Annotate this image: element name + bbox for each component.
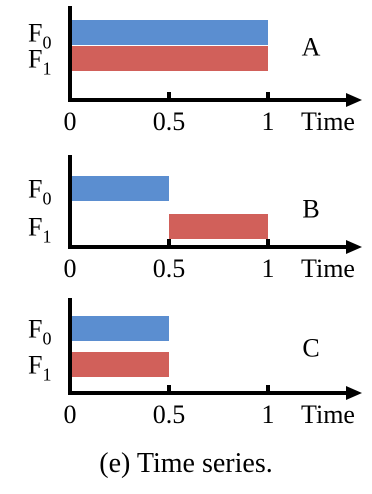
panel-a-bar-f1 — [70, 46, 268, 71]
panel-a-bar-f0 — [70, 20, 268, 45]
panel-c-category-label: F0 — [28, 315, 51, 349]
panel-a-category-label: F1 — [28, 45, 51, 79]
panel-a-label: A — [302, 33, 321, 62]
panel-c-category-label: F1 — [28, 351, 51, 385]
panel-a-x-tick-label: 0.5 — [153, 107, 186, 136]
panel-c-bar-f0 — [70, 316, 169, 341]
panel-b-x-tick-label: 0.5 — [153, 254, 186, 283]
panel-c-x-axis-label: Time — [301, 400, 355, 429]
panel-c-x-tick-label: 0.5 — [153, 400, 186, 429]
panel-c-label: C — [302, 334, 319, 363]
panel-a-x-tick-label: 0 — [64, 107, 77, 136]
panel-b-category-label: F1 — [28, 213, 51, 247]
panel-b-bar-f1 — [169, 214, 268, 239]
panel-b-x-axis-arrow — [346, 240, 362, 254]
panel-c-bar-f1 — [70, 352, 169, 377]
panel-c-x-axis-arrow — [346, 386, 362, 400]
panel-b-label: B — [302, 195, 319, 224]
panel-b-bar-f0 — [70, 176, 169, 201]
panel-c-x-tick-label: 0 — [64, 400, 77, 429]
panel-c-x-tick-label: 1 — [262, 400, 275, 429]
figure-caption: (e) Time series. — [99, 448, 273, 479]
panel-a-x-axis-arrow — [346, 93, 362, 107]
panel-b-x-axis-label: Time — [301, 254, 355, 283]
panel-a-x-axis-label: Time — [301, 107, 355, 136]
panel-a-x-tick-label: 1 — [262, 107, 275, 136]
panel-b-x-tick-label: 0 — [64, 254, 77, 283]
panel-b-x-tick-label: 1 — [262, 254, 275, 283]
panel-a-category-label: F0 — [28, 19, 51, 53]
panel-b-category-label: F0 — [28, 175, 51, 209]
